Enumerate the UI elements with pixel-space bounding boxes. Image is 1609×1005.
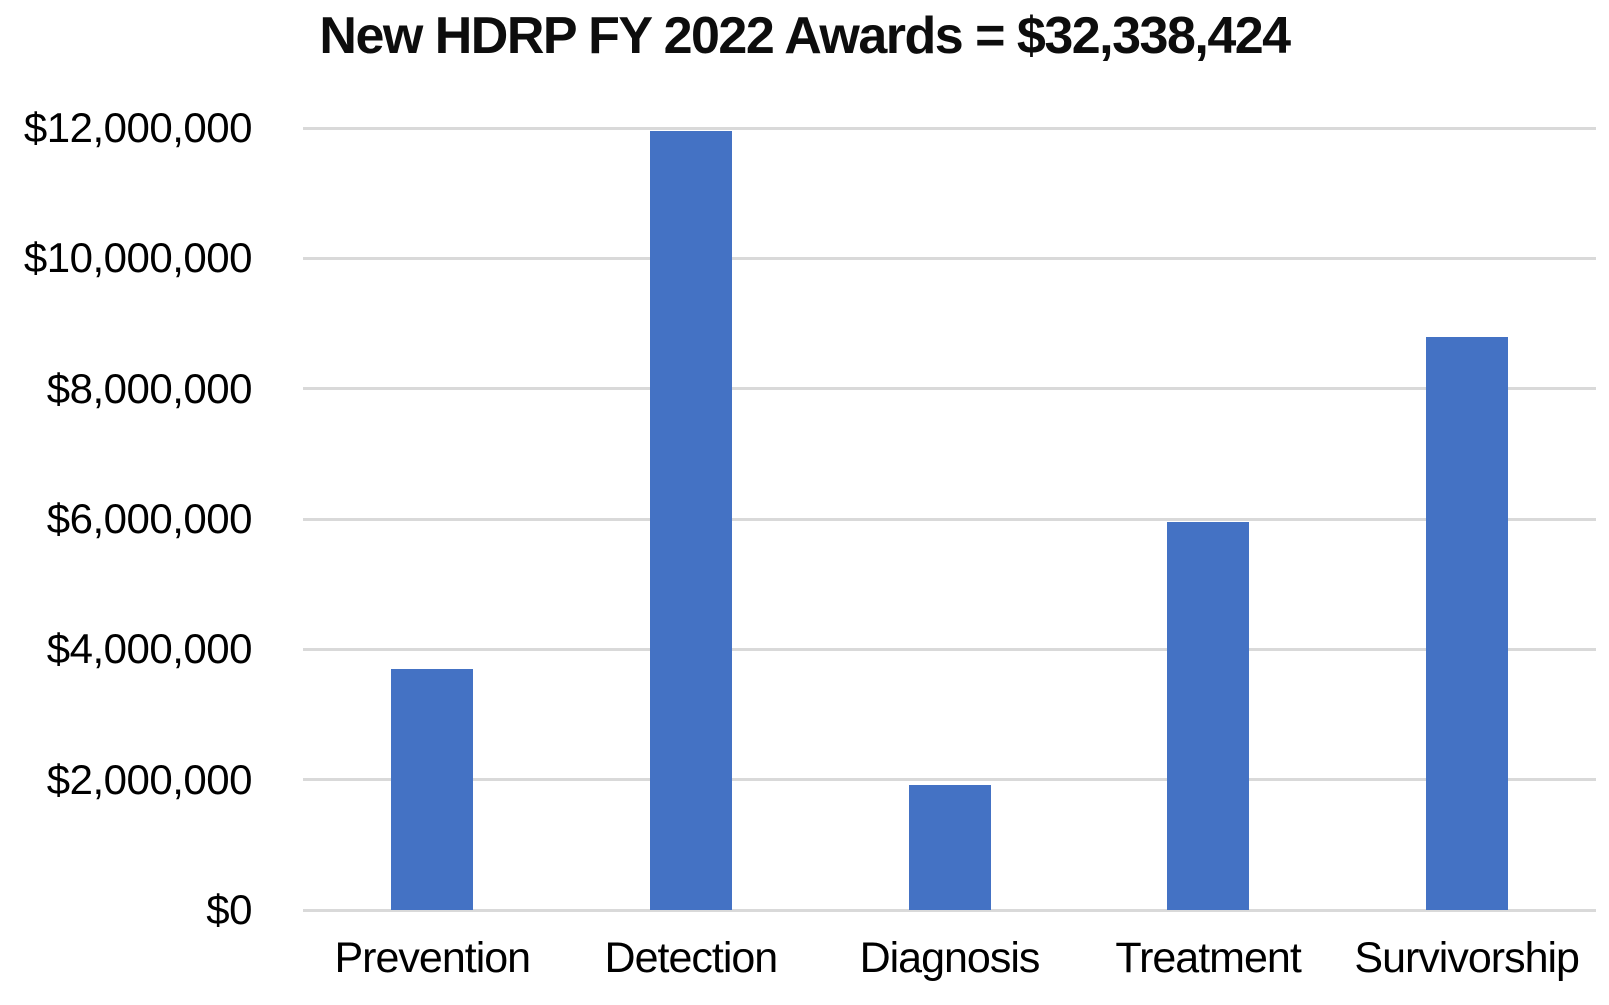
gridline — [303, 126, 1596, 130]
x-axis-label-detection: Detection — [604, 934, 779, 982]
bar-prevention — [391, 668, 474, 910]
bar-diagnosis — [908, 784, 991, 910]
y-axis-tick-label: $12,000,000 — [23, 104, 253, 151]
bar-detection — [649, 131, 732, 910]
y-axis-tick-label: $0 — [206, 886, 252, 933]
x-axis-label-prevention: Prevention — [334, 934, 532, 982]
y-axis-tick-label: $2,000,000 — [46, 755, 253, 803]
y-axis-tick-label: $10,000,000 — [23, 234, 253, 282]
x-axis-label-treatment: Treatment — [1115, 934, 1301, 982]
x-axis-label-diagnosis: Diagnosis — [859, 934, 1041, 982]
gridline — [303, 647, 1596, 651]
gridline — [303, 778, 1596, 782]
gridline — [303, 387, 1596, 391]
y-axis-tick-label: $4,000,000 — [46, 625, 253, 673]
gridline — [303, 256, 1596, 260]
x-axis-label-survivorship: Survivorship — [1354, 934, 1580, 982]
gridline — [303, 517, 1596, 521]
y-axis-tick-label: $6,000,000 — [46, 495, 253, 542]
bar-survivorship — [1425, 336, 1508, 910]
chart-title: New HDRP FY 2022 Awards = $32,338,424 — [319, 7, 1291, 65]
plot-area — [303, 126, 1596, 912]
gridline — [303, 908, 1596, 912]
y-axis-tick-label: $8,000,000 — [46, 364, 253, 412]
bar-treatment — [1167, 522, 1250, 910]
